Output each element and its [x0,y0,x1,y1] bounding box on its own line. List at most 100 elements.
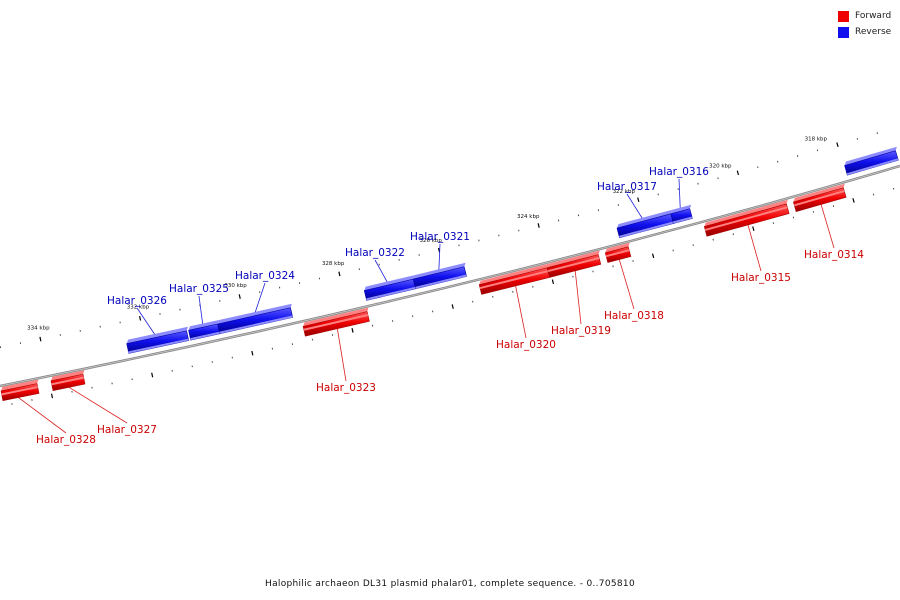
gene-top-face [303,307,369,327]
tick-mark [852,198,855,203]
map-caption: Halophilic archaeon DL31 plasmid phalar0… [265,579,635,589]
tick-mark [752,226,755,232]
gene-label: Halar_0324 [235,270,295,282]
gene-top-face [188,320,219,331]
reverse-swatch [838,26,849,38]
legend-forward-label: Forward [855,11,892,21]
label-leader [438,243,441,273]
tick-mark [651,253,655,259]
gene-stripe [846,158,899,176]
gene-body [217,307,294,335]
legend: Forward Reverse [838,8,898,40]
gene-label: Halar_0318 [604,310,664,322]
gene-top-face [51,370,85,381]
gene-stripe [303,313,369,331]
gene-top-face [547,250,600,268]
scale-label: 332 kbp [127,304,150,310]
gene-stripe [605,249,630,258]
label-leader [820,204,835,249]
gene-top-face [479,263,549,285]
gene-top-face [670,204,692,214]
gene-label: Halar_0326 [107,295,167,307]
gene-halar-0326 [126,326,190,354]
gene-edge-partial [844,146,899,176]
gene-halar-0316 [670,204,693,224]
tick-mark [251,350,254,356]
gene-halar-0315 [703,199,790,237]
gene-halar-0321 [412,262,467,290]
tick-mark [50,393,54,399]
gene-stripe [618,221,674,238]
gene-halar-0328 [0,379,40,402]
gene-label: Halar_0321 [410,231,470,243]
gene-stripe [190,331,220,341]
gene-top-face [364,275,415,291]
gene-halar-0322 [363,275,416,301]
tick-mark [151,372,154,378]
gene-top-face [413,262,466,280]
gene-top-face [605,242,630,253]
tick-mark [39,336,42,342]
tick-mark [736,170,740,176]
gene-label: Halar_0314 [804,249,864,261]
gene-halar-0323 [302,307,370,337]
tick-mark [139,315,142,321]
label-leader [198,295,204,328]
gene-label: Halar_0315 [731,272,791,284]
label-leader [574,270,582,325]
tick-mark [238,294,241,299]
tick-marks [0,132,895,405]
gene-stripe [547,257,600,273]
gene-label: Halar_0319 [551,325,611,337]
label-leader [374,259,390,286]
scale-label: 330 kbp [224,283,247,289]
tick-mark [637,197,640,203]
gene-label: Halar_0327 [97,424,157,436]
gene-top-face [617,209,673,229]
legend-reverse-label: Reverse [855,27,892,37]
gene-halar-0325 [188,320,221,341]
gene-top-face [126,326,188,344]
gene-halar-0318 [604,242,632,263]
gene-label: Halar_0328 [36,434,96,446]
gene-body [412,266,467,290]
forward-swatch [838,10,849,22]
tick-mark [451,304,454,309]
gene-stripe [219,315,293,334]
gene-halar-0314 [793,183,847,212]
gene-stripe [1,386,38,396]
label-leader [136,307,157,338]
gene-label: Halar_0320 [496,339,556,351]
scale-label: 334 kbp [27,325,50,331]
gene-label: Halar_0325 [169,283,229,295]
label-leader [618,259,635,310]
gene-label: Halar_0317 [597,181,657,193]
label-leader [747,224,762,272]
gene-halar-0320 [478,263,551,295]
scale-label: 320 kbp [709,163,732,169]
gene-top-face [793,183,845,202]
gene-top-face [217,303,292,324]
tick-mark [338,271,341,277]
label-leader [18,397,67,434]
gene-features [0,146,899,402]
gene-label: Halar_0323 [316,382,376,394]
label-leader [253,282,266,317]
label-leader [336,328,347,382]
scale-label: 326 kbp [419,238,442,244]
scale-label: 328 kbp [322,261,345,267]
tick-mark [351,328,354,333]
gene-stripe [128,338,189,354]
gene-halar-0319 [546,250,602,278]
label-leader [678,178,681,212]
gene-stripe [704,206,788,231]
gene-stripe [51,376,84,386]
tick-mark [551,279,555,285]
scale-label: 318 kbp [805,136,828,142]
legend-reverse: Reverse [838,24,898,40]
gene-top-face [1,379,39,391]
gene-stripe [366,286,416,301]
gene-stripe [415,274,467,289]
gene-top-face [704,199,788,227]
